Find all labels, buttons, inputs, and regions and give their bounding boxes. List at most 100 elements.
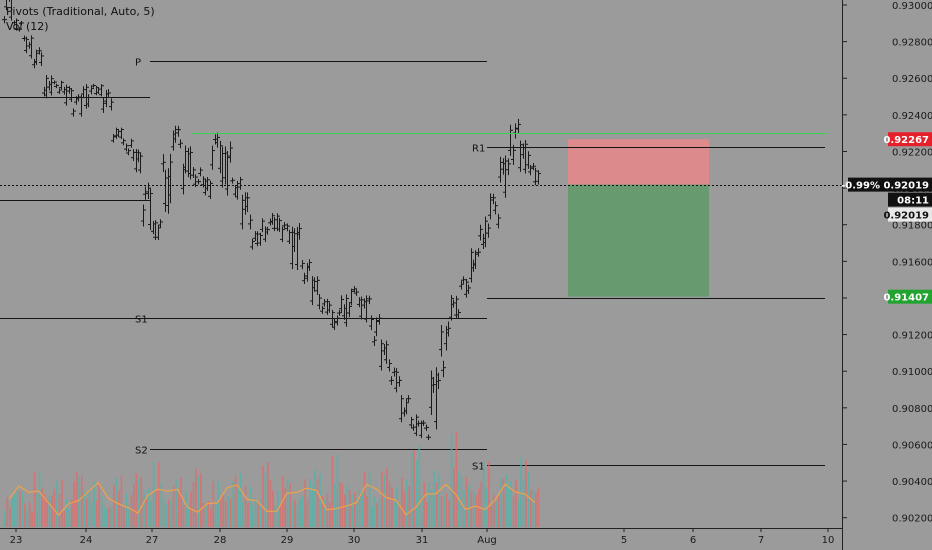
ohlc-bar[interactable] (397, 376, 402, 387)
ohlc-bar[interactable] (178, 139, 183, 149)
ohlc-bar[interactable] (335, 315, 340, 326)
ohlc-bar[interactable] (258, 232, 263, 246)
ohlc-bar[interactable] (71, 108, 76, 117)
ohlc-bar[interactable] (297, 223, 302, 240)
ohlc-bar[interactable] (218, 140, 223, 174)
ohlc-bar[interactable] (300, 260, 305, 270)
ohlc-bar[interactable] (426, 434, 431, 441)
ohlc-bar[interactable] (193, 174, 198, 187)
ohlc-bar[interactable] (148, 187, 153, 230)
ohlc-bar[interactable] (478, 224, 483, 241)
ohlc-bar[interactable] (431, 376, 436, 393)
ohlc-bar[interactable] (526, 151, 531, 169)
ohlc-bar[interactable] (250, 238, 255, 250)
ohlc-bar[interactable] (39, 52, 44, 67)
ohlc-bar[interactable] (325, 298, 330, 315)
ohlc-bar[interactable] (143, 186, 148, 200)
ohlc-bar[interactable] (508, 124, 513, 156)
ohlc-bar[interactable] (69, 87, 74, 102)
ohlc-bar[interactable] (317, 294, 322, 310)
ohlc-bar[interactable] (332, 318, 337, 331)
volume-legend[interactable]: Vol (12) (6, 20, 49, 33)
ohlc-bar[interactable] (513, 123, 518, 139)
ohlc-bar[interactable] (459, 280, 464, 290)
ohlc-bar[interactable] (292, 228, 297, 252)
ohlc-bar[interactable] (451, 299, 456, 308)
ohlc-bar[interactable] (456, 309, 461, 319)
ohlc-bar[interactable] (486, 223, 491, 238)
ohlc-bar[interactable] (280, 226, 285, 243)
ohlc-bar[interactable] (220, 146, 225, 188)
ohlc-bar[interactable] (86, 94, 91, 108)
ohlc-bar[interactable] (228, 141, 233, 163)
ohlc-bar[interactable] (416, 420, 421, 427)
ohlc-bar[interactable] (339, 295, 344, 313)
ohlc-bar[interactable] (119, 127, 124, 140)
ohlc-bar[interactable] (183, 145, 188, 174)
ohlc-bar[interactable] (330, 309, 335, 328)
ohlc-bar[interactable] (129, 138, 134, 148)
ohlc-bar[interactable] (235, 180, 240, 200)
ohlc-bar[interactable] (307, 259, 312, 271)
ohlc-bar[interactable] (531, 162, 536, 171)
ohlc-bar[interactable] (491, 193, 496, 205)
ohlc-bar[interactable] (322, 299, 327, 307)
ohlc-bar[interactable] (409, 416, 414, 428)
ohlc-bar[interactable] (476, 248, 481, 257)
ohlc-bar[interactable] (315, 276, 320, 295)
ohlc-bar[interactable] (76, 94, 81, 102)
ohlc-bar[interactable] (52, 80, 57, 85)
ohlc-bar[interactable] (473, 250, 478, 270)
ohlc-bar[interactable] (302, 272, 307, 284)
ohlc-bar[interactable] (287, 229, 292, 245)
ohlc-bar[interactable] (536, 170, 541, 185)
ohlc-bar[interactable] (506, 158, 511, 176)
ohlc-bar[interactable] (168, 153, 173, 204)
ohlc-bar[interactable] (59, 80, 64, 90)
ohlc-bar[interactable] (248, 214, 253, 230)
ohlc-bar[interactable] (138, 152, 143, 174)
ohlc-bar[interactable] (188, 146, 193, 180)
ohlc-bar[interactable] (158, 219, 163, 228)
ohlc-bar[interactable] (225, 150, 230, 196)
ohlc-bar[interactable] (493, 201, 498, 215)
ohlc-bar[interactable] (503, 155, 508, 198)
ohlc-bar[interactable] (34, 49, 39, 66)
ohlc-bar[interactable] (369, 315, 374, 331)
ohlc-bar[interactable] (153, 220, 158, 241)
ohlc-bar[interactable] (156, 225, 161, 241)
ohlc-bar[interactable] (81, 86, 86, 98)
ohlc-bar[interactable] (7, 0, 12, 2)
ohlc-bar[interactable] (394, 368, 399, 393)
ohlc-bar[interactable] (439, 325, 444, 357)
ohlc-bar[interactable] (523, 140, 528, 174)
ohlc-bar[interactable] (320, 305, 325, 314)
ohlc-bar[interactable] (240, 194, 245, 230)
ohlc-bar[interactable] (9, 0, 14, 21)
ohlc-bar[interactable] (91, 83, 96, 88)
ohlc-bar[interactable] (14, 18, 19, 31)
ohlc-bar[interactable] (411, 424, 416, 431)
ohlc-bar[interactable] (89, 85, 94, 95)
ohlc-bar[interactable] (272, 217, 277, 232)
ohlc-bar[interactable] (17, 27, 22, 32)
ohlc-bar[interactable] (109, 98, 114, 111)
ohlc-bar[interactable] (255, 231, 260, 247)
ohlc-bar[interactable] (414, 414, 419, 437)
ohlc-bar[interactable] (277, 217, 282, 232)
ohlc-bar[interactable] (2, 16, 7, 24)
ohlc-bar[interactable] (461, 276, 466, 284)
ohlc-bar[interactable] (498, 156, 503, 183)
ohlc-bar[interactable] (49, 75, 54, 96)
ohlc-bar[interactable] (198, 167, 203, 177)
ohlc-bar[interactable] (191, 167, 196, 178)
ohlc-bar[interactable] (205, 177, 210, 191)
ohlc-bar[interactable] (496, 213, 501, 229)
ohlc-bar[interactable] (121, 138, 126, 146)
ohlc-bar[interactable] (230, 177, 235, 184)
ohlc-bar[interactable] (518, 140, 523, 172)
ohlc-bar[interactable] (275, 213, 280, 232)
ohlc-bar[interactable] (399, 395, 404, 423)
ohlc-bar[interactable] (106, 89, 111, 98)
